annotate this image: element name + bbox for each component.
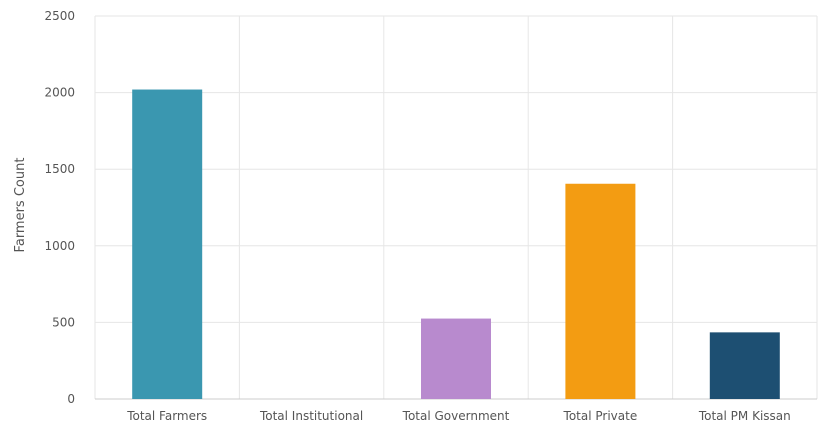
x-tick-label: Total Farmers [126, 409, 207, 423]
bar-total-pm-kissan[interactable] [709, 332, 780, 399]
y-tick-label: 1000 [44, 239, 75, 253]
y-tick-label: 0 [67, 392, 75, 406]
y-tick-label: 1500 [44, 162, 75, 176]
y-tick-label: 500 [52, 315, 75, 329]
y-axis-ticks: 0 500 1000 1500 2000 2500 [44, 9, 75, 406]
y-tick-label: 2500 [44, 9, 75, 23]
bar-total-private[interactable] [565, 183, 636, 399]
x-tick-label: Total Government [402, 409, 510, 423]
x-tick-label: Total PM Kissan [698, 409, 791, 423]
bar-total-government[interactable] [421, 318, 491, 399]
x-tick-label: Total Institutional [259, 409, 363, 423]
y-tick-label: 2000 [44, 86, 75, 100]
bar-total-farmers[interactable] [132, 89, 203, 399]
x-axis-ticks: Total Farmers Total Institutional Total Go… [126, 409, 791, 423]
y-axis-title: Farmers Count [13, 158, 28, 253]
x-tick-label: Total Private [563, 409, 638, 423]
bar-series [132, 89, 780, 399]
